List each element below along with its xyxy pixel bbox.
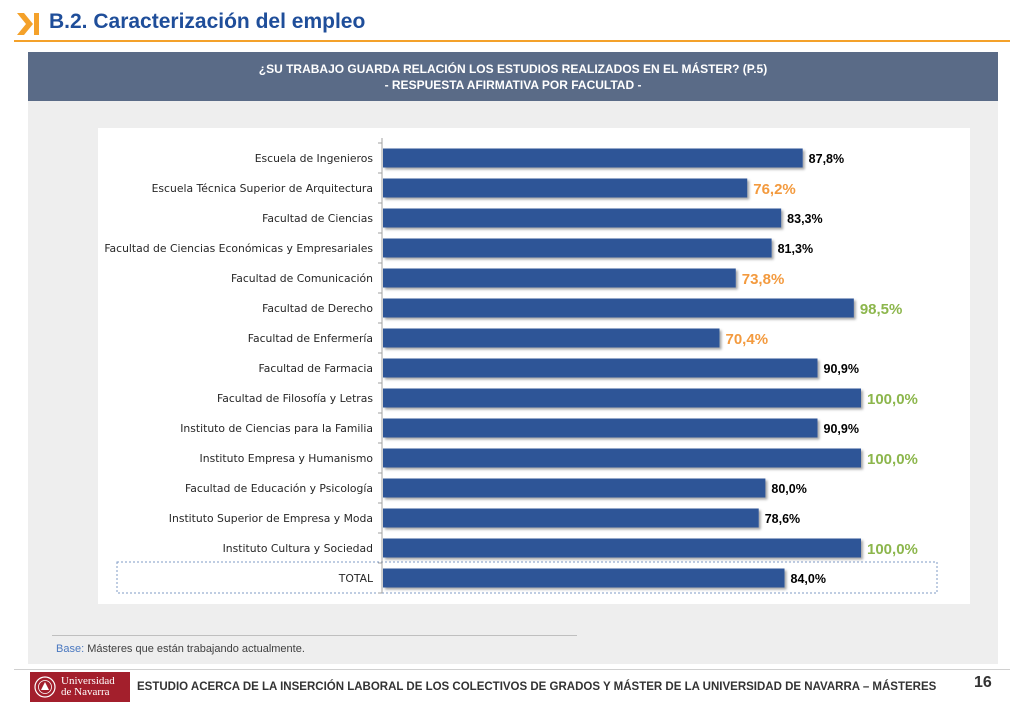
- value-label: 83,3%: [787, 212, 822, 226]
- category-label: Facultad de Derecho: [262, 302, 373, 315]
- bar: [383, 358, 818, 378]
- bar: [383, 508, 759, 528]
- base-note-label: Base:: [56, 643, 85, 655]
- category-label: Instituto Superior de Empresa y Moda: [169, 512, 373, 525]
- category-label: TOTAL: [338, 572, 373, 585]
- category-label: Facultad de Comunicación: [231, 272, 373, 285]
- bar: [383, 328, 720, 348]
- value-label: 84,0%: [791, 572, 826, 586]
- category-label: Escuela Técnica Superior de Arquitectura: [152, 182, 373, 195]
- value-label: 98,5%: [860, 301, 903, 318]
- category-label: Instituto Empresa y Humanismo: [200, 452, 374, 465]
- bar: [383, 238, 772, 258]
- value-label: 70,4%: [726, 331, 769, 348]
- logo-wordmark: Universidad de Navarra: [61, 675, 115, 698]
- bar: [383, 448, 861, 468]
- university-logo: Universidad de Navarra: [30, 672, 130, 702]
- bar: [383, 478, 766, 498]
- bar: [383, 298, 854, 318]
- category-label: Facultad de Filosofía y Letras: [217, 392, 373, 405]
- value-label: 100,0%: [867, 391, 918, 408]
- value-label: 78,6%: [765, 512, 800, 526]
- bar: [383, 418, 818, 438]
- footer-divider: [14, 669, 1010, 670]
- chart-heading-question: ¿SU TRABAJO GUARDA RELACIÓN LOS ESTUDIOS…: [258, 62, 768, 76]
- bar: [383, 388, 861, 408]
- bar: [383, 268, 736, 288]
- university-seal-icon: [34, 676, 56, 698]
- value-label: 90,9%: [824, 362, 859, 376]
- page-header: B.2. Caracterización del empleo: [14, 8, 1010, 38]
- value-label: 73,8%: [742, 271, 785, 288]
- category-label: Facultad de Educación y Psicología: [185, 482, 373, 495]
- category-label: Instituto de Ciencias para la Familia: [180, 422, 373, 435]
- page-number: 16: [974, 674, 992, 691]
- value-label: 100,0%: [867, 541, 918, 558]
- base-note-text: Másteres que están trabajando actualment…: [84, 643, 305, 655]
- chart-heading: ¿SU TRABAJO GUARDA RELACIÓN LOS ESTUDIOS…: [28, 52, 998, 101]
- value-label: 76,2%: [753, 181, 796, 198]
- base-note: Base: Másteres que están trabajando actu…: [56, 643, 305, 655]
- footer-title: ESTUDIO ACERCA DE LA INSERCIÓN LABORAL D…: [137, 681, 937, 693]
- value-label: 81,3%: [778, 242, 813, 256]
- section-arrow-icon: [17, 13, 39, 35]
- value-label: 87,8%: [809, 152, 844, 166]
- bar: [383, 538, 861, 558]
- bar: [383, 178, 748, 198]
- category-label: Facultad de Farmacia: [259, 362, 373, 375]
- chart-heading-subtitle: - RESPUESTA AFIRMATIVA POR FACULTAD -: [384, 78, 642, 92]
- page-title: B.2. Caracterización del empleo: [49, 10, 366, 33]
- bar: [383, 148, 803, 168]
- category-label: Escuela de Ingenieros: [255, 152, 374, 165]
- bar: [383, 568, 785, 588]
- total-row-highlight: [116, 561, 938, 594]
- value-label: 90,9%: [824, 422, 859, 436]
- category-label: Instituto Cultura y Sociedad: [223, 542, 373, 555]
- category-label: Facultad de Ciencias Económicas y Empres…: [104, 242, 373, 255]
- bar: [383, 208, 782, 228]
- header-divider: [14, 40, 1010, 42]
- value-label: 100,0%: [867, 451, 918, 468]
- category-label: Facultad de Ciencias: [262, 212, 373, 225]
- category-label: Facultad de Enfermería: [248, 332, 373, 345]
- value-label: 80,0%: [771, 482, 806, 496]
- base-divider: [52, 635, 577, 636]
